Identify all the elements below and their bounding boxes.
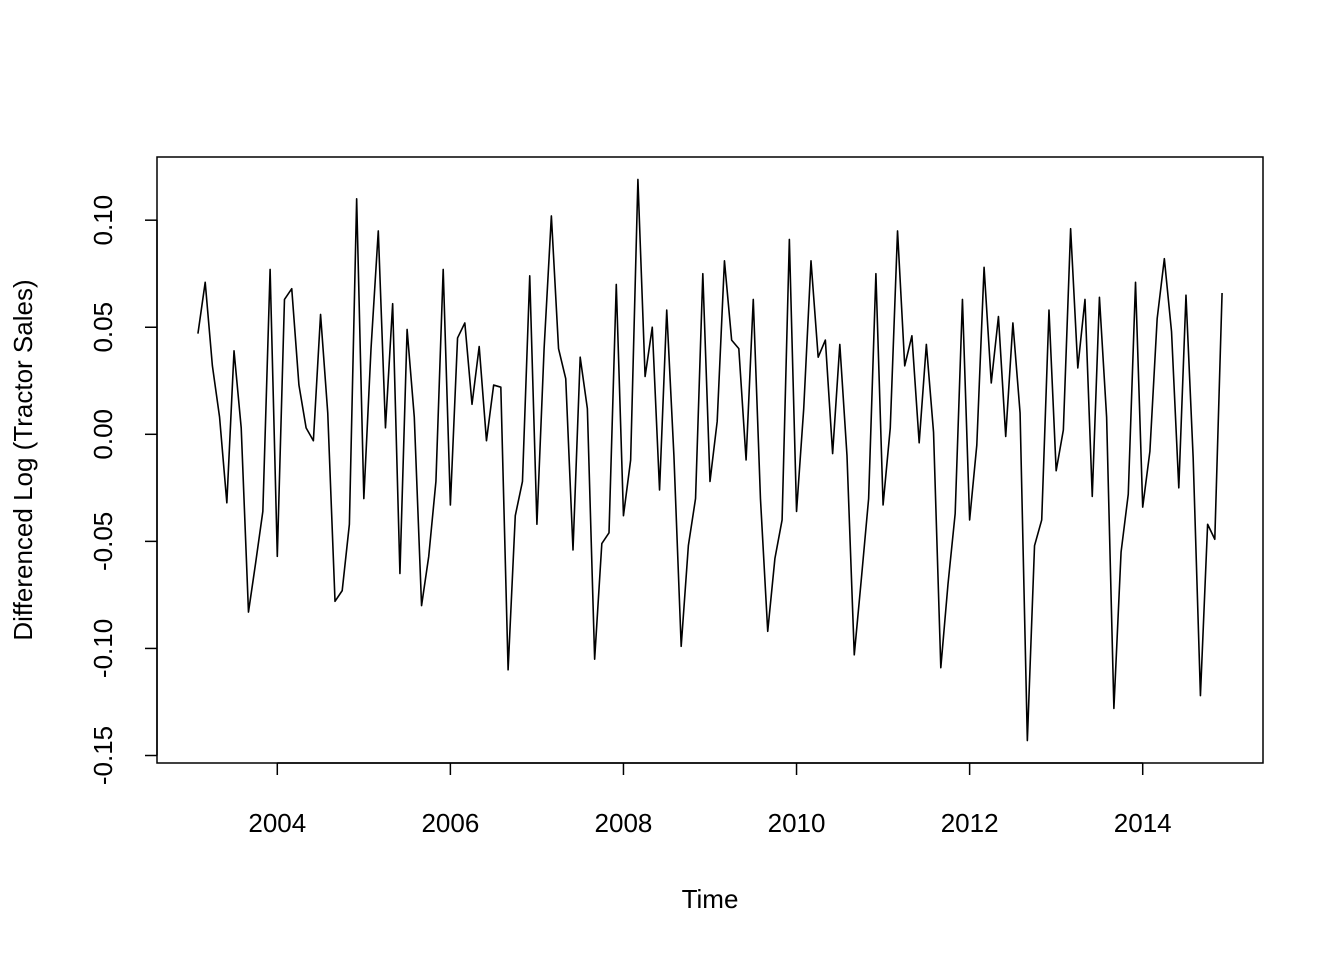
- y-tick-label: -0.10: [88, 619, 118, 678]
- x-tick-label: 2008: [595, 808, 653, 838]
- y-tick-label: -0.15: [88, 726, 118, 785]
- x-tick-label: 2004: [248, 808, 306, 838]
- x-tick-label: 2010: [768, 808, 826, 838]
- y-tick-label: -0.05: [88, 512, 118, 571]
- y-tick-label: 0.05: [88, 302, 118, 353]
- x-tick-label: 2012: [941, 808, 999, 838]
- data-line: [197, 178, 1223, 742]
- y-axis-title: Differenced Log (Tractor Sales): [8, 279, 38, 640]
- x-axis-title: Time: [682, 884, 739, 914]
- y-tick-label: 0.00: [88, 409, 118, 460]
- y-tick-label: 0.10: [88, 195, 118, 246]
- x-tick-label: 2014: [1114, 808, 1172, 838]
- x-tick-label: 2006: [421, 808, 479, 838]
